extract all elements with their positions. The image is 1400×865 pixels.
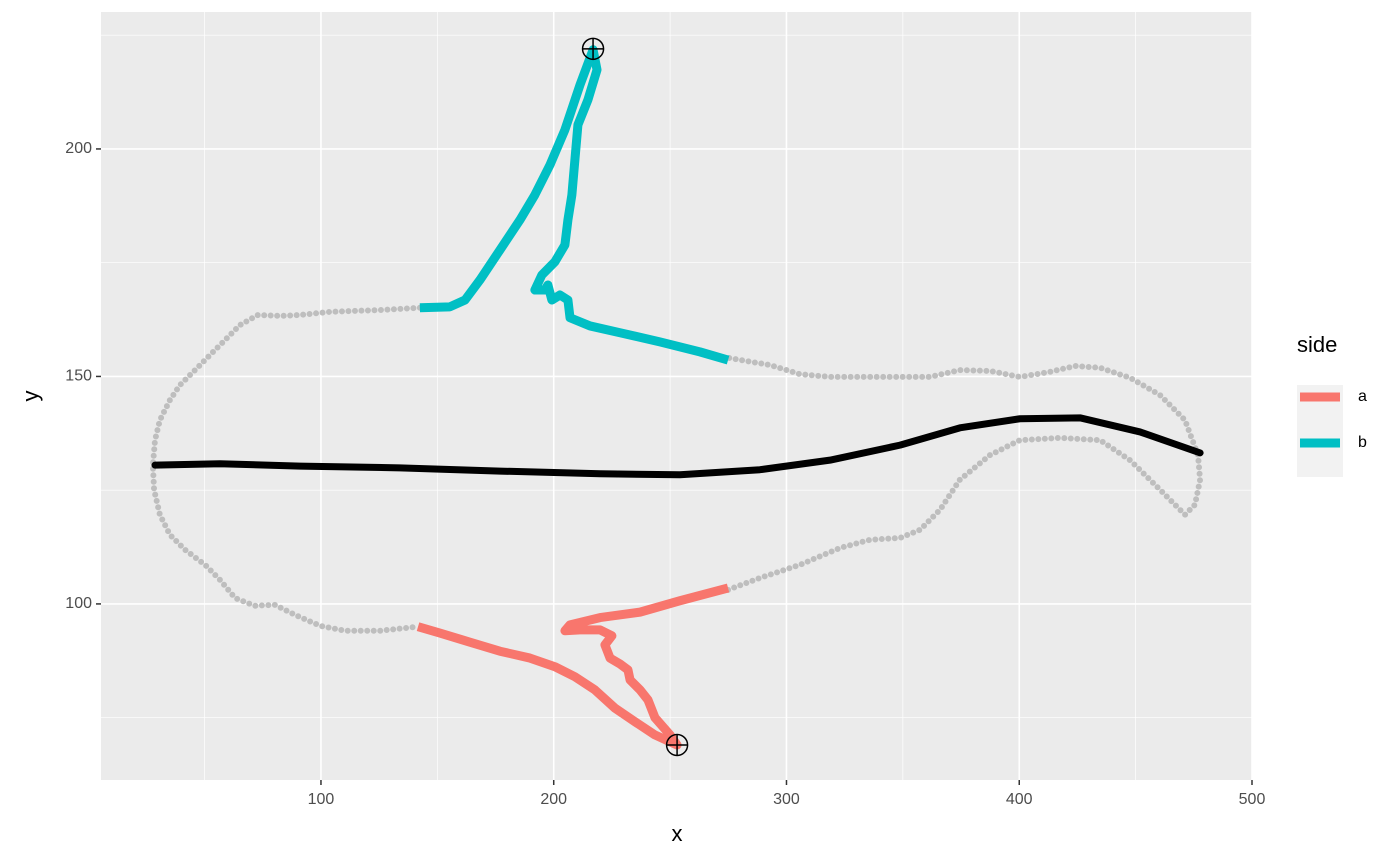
x-tick-label: 500 xyxy=(1239,791,1266,808)
y-tick-label: 100 xyxy=(65,595,92,612)
x-tick-label: 100 xyxy=(308,791,335,808)
legend-key xyxy=(1297,431,1343,477)
x-tick-label: 200 xyxy=(540,791,567,808)
x-tick-label: 400 xyxy=(1006,791,1033,808)
legend-title: side xyxy=(1297,332,1337,357)
marks xyxy=(149,37,1204,757)
y-tick-label: 150 xyxy=(65,368,92,385)
outline-points xyxy=(725,354,1204,593)
endpoint xyxy=(581,37,605,61)
legend-label: b xyxy=(1358,434,1367,451)
axes: 100 200 300 400 500 100 150 200 xyxy=(65,140,1265,808)
endpoint-cross xyxy=(582,38,604,60)
x-tick-label: 300 xyxy=(773,791,800,808)
panel xyxy=(101,12,1252,780)
y-tick-label: 200 xyxy=(65,140,92,157)
side-line xyxy=(419,45,730,365)
grid xyxy=(101,12,1253,780)
legend: ab xyxy=(1297,385,1367,477)
side-line xyxy=(416,583,730,750)
endpoint-cross xyxy=(666,734,688,756)
legend-label: a xyxy=(1358,388,1367,405)
midline xyxy=(151,414,1204,479)
endpoint xyxy=(665,733,689,757)
x-axis-title: x xyxy=(672,821,683,846)
y-axis-title: y xyxy=(18,391,43,402)
legend-key xyxy=(1297,385,1343,431)
